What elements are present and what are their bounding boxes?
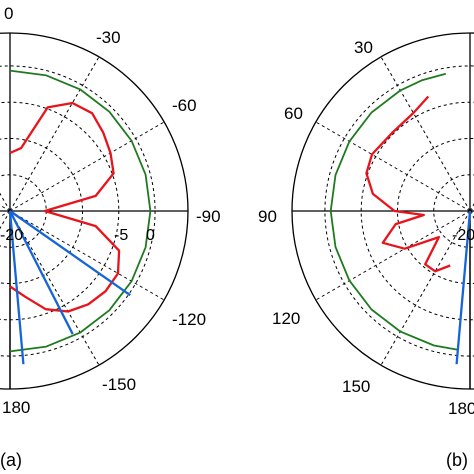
angle-tick-label: 120: [272, 309, 300, 328]
plot-area-a: [8, 69, 152, 365]
angle-tick-label: 180: [2, 398, 30, 417]
angle-tick-label: -60: [172, 96, 197, 115]
pattern-line: [9, 101, 121, 313]
grid-spoke: [0, 210, 11, 218]
polar-plot-a: 0 -30 -60 -90 -120 -150 180 -20 -5 0 (a): [0, 4, 221, 470]
polar-plot-b: 30 60 90 120 150 180 -20 (b): [258, 32, 474, 470]
envelope-line: [9, 69, 152, 353]
grid-spoke: [9, 56, 100, 212]
angle-tick-label: 90: [258, 207, 277, 226]
beam-line: [8, 210, 25, 365]
angle-tick-label: -120: [172, 310, 206, 329]
plot-area-b: [329, 72, 472, 365]
radial-tick-label: -5: [114, 227, 128, 244]
grid-spoke: [0, 192, 11, 212]
angle-tick-label: -90: [196, 207, 221, 226]
panel-label-b: (b): [446, 450, 468, 470]
angle-tick-label: 30: [354, 38, 373, 57]
angle-tick-label: 60: [284, 104, 303, 123]
beam-line: [455, 210, 472, 365]
tick-labels-a: 0 -30 -60 -90 -120 -150 180 -20 -5 0: [0, 4, 221, 417]
angle-tick-label: -30: [96, 28, 121, 47]
angle-tick-label: 150: [342, 377, 370, 396]
beam-line: [8, 210, 74, 335]
panel-label-a: (a): [0, 450, 22, 470]
radial-tick-label: -20: [0, 227, 23, 244]
grid-spoke: [0, 204, 11, 212]
beam-line: [9, 210, 131, 297]
angle-tick-label: 0: [4, 4, 13, 23]
grid-spoke: [9, 210, 100, 366]
radial-tick-label: -20: [452, 227, 474, 244]
angle-tick-label: 180: [448, 399, 474, 418]
envelope-line: [329, 72, 459, 351]
angle-tick-label: -150: [102, 375, 136, 394]
pattern-line: [365, 95, 451, 273]
polar-grid-a: [0, 32, 189, 390]
radial-tick-label: 0: [146, 227, 155, 244]
tick-labels-b: 30 60 90 120 150 180 -20: [258, 38, 474, 418]
polar-grid-b: [291, 32, 474, 390]
